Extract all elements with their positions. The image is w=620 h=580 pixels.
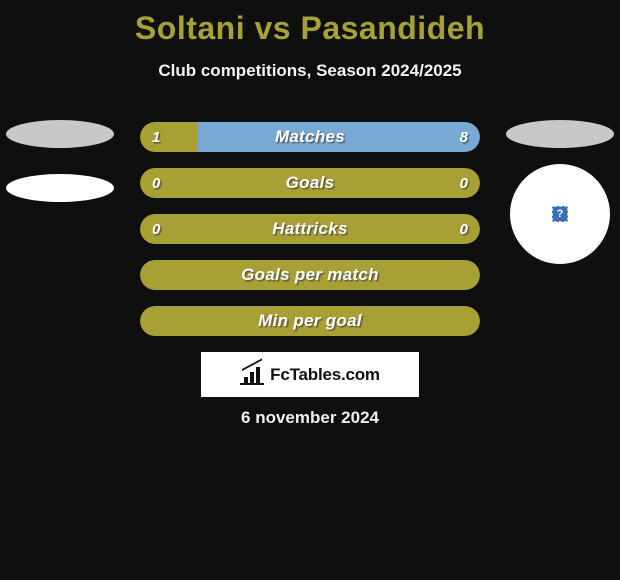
stat-value-right: 8 [460,122,468,152]
player-right-photo-placeholder [506,120,614,148]
snapshot-date: 6 november 2024 [0,408,620,428]
stat-value-left: 0 [152,168,160,198]
stat-value-left: 0 [152,214,160,244]
stat-label: Hattricks [140,214,480,244]
player-right-club-circle: ? [510,164,610,264]
stat-label: Matches [140,122,480,152]
stat-label: Goals [140,168,480,198]
brand-text: FcTables.com [270,365,380,385]
stat-label: Goals per match [140,260,480,290]
stat-value-left: 1 [152,122,160,152]
player-right-column: ? [500,120,620,264]
fctables-logo-icon [240,365,264,385]
stat-bar: Min per goal [140,306,480,336]
stat-value-right: 0 [460,214,468,244]
player-left-club-placeholder [6,174,114,202]
player-left-photo-placeholder [6,120,114,148]
stat-bar: Goals per match [140,260,480,290]
page-title: Soltani vs Pasandideh [0,0,620,47]
comparison-bars: Matches18Goals00Hattricks00Goals per mat… [140,122,480,352]
stat-label: Min per goal [140,306,480,336]
stat-bar: Goals0 0 [140,168,480,198]
subtitle: Club competitions, Season 2024/2025 [0,61,620,81]
stat-bar: Matches1 8 [140,122,480,152]
player-left-column [0,120,120,228]
stat-value-right: 0 [460,168,468,198]
unknown-club-icon: ? [552,206,568,222]
stat-bar: Hattricks0 0 [140,214,480,244]
brand-box[interactable]: FcTables.com [201,352,419,397]
